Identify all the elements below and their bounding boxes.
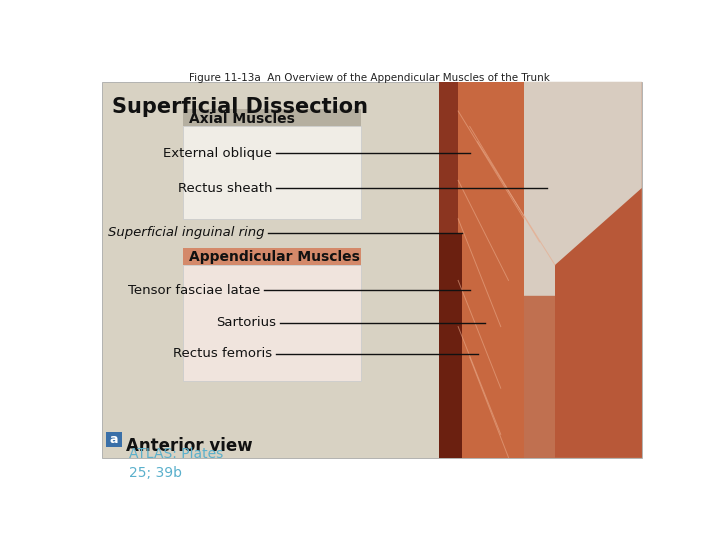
Text: Superficial Dissection: Superficial Dissection <box>112 97 368 117</box>
Text: Anterior view: Anterior view <box>126 437 252 455</box>
Polygon shape <box>524 82 642 296</box>
FancyBboxPatch shape <box>183 126 361 219</box>
Text: Rectus femoris: Rectus femoris <box>173 347 272 360</box>
Text: Axial Muscles: Axial Muscles <box>189 112 295 126</box>
Text: Sartorius: Sartorius <box>216 316 276 329</box>
Polygon shape <box>458 82 524 457</box>
FancyBboxPatch shape <box>183 110 361 126</box>
Text: Appendicular Muscles: Appendicular Muscles <box>189 251 360 265</box>
Text: Figure 11-13a  An Overview of the Appendicular Muscles of the Trunk: Figure 11-13a An Overview of the Appendi… <box>189 73 549 83</box>
FancyBboxPatch shape <box>183 248 361 265</box>
Text: Rectus sheath: Rectus sheath <box>178 181 272 194</box>
FancyBboxPatch shape <box>102 82 642 457</box>
FancyBboxPatch shape <box>183 265 361 381</box>
Text: Superficial inguinal ring: Superficial inguinal ring <box>108 226 264 239</box>
Text: External oblique: External oblique <box>163 147 272 160</box>
Text: ATLAS: Plates
25; 39b: ATLAS: Plates 25; 39b <box>129 447 223 480</box>
Polygon shape <box>438 82 642 457</box>
Text: Tensor fasciae latae: Tensor fasciae latae <box>128 284 261 297</box>
FancyBboxPatch shape <box>107 432 122 448</box>
Polygon shape <box>438 82 458 457</box>
Polygon shape <box>438 234 462 457</box>
Text: a: a <box>109 433 118 446</box>
Polygon shape <box>555 188 642 457</box>
